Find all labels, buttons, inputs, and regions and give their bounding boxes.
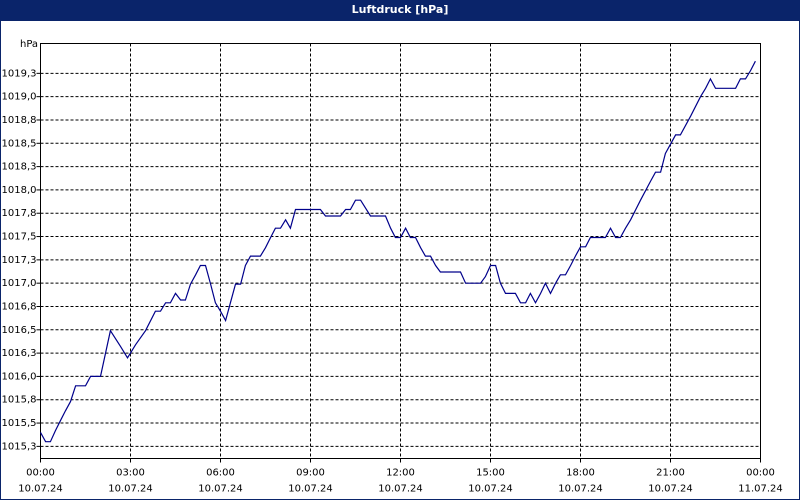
x-tick-label: 03:00 [116, 468, 145, 479]
x-tick-date: 11.07.24 [738, 484, 783, 495]
y-tick-label: 1016,8 [2, 301, 37, 312]
y-tick-label: 1018,3 [2, 162, 37, 173]
x-tick-date: 10.07.24 [198, 484, 243, 495]
x-tick-date: 10.07.24 [558, 484, 603, 495]
x-tick-date: 10.07.24 [468, 484, 513, 495]
y-tick-label: 1019,0 [2, 92, 37, 103]
x-tick-label: 12:00 [386, 468, 415, 479]
y-tick-label: 1015,3 [2, 441, 37, 452]
x-tick-label: 09:00 [296, 468, 325, 479]
y-tick-label: 1016,5 [2, 325, 37, 336]
chart-title: Luftdruck [hPa] [352, 3, 449, 16]
x-tick-label: 00:00 [746, 468, 775, 479]
x-tick-date: 10.07.24 [648, 484, 693, 495]
title-bar [0, 0, 800, 20]
y-tick-label: 1019,3 [2, 68, 37, 79]
x-tick-date: 10.07.24 [378, 484, 423, 495]
y-tick-label: 1018,5 [2, 138, 37, 149]
x-tick-date: 10.07.24 [288, 484, 333, 495]
y-tick-label: 1017,5 [2, 232, 37, 243]
y-tick-label: 1018,8 [2, 115, 37, 126]
y-tick-label: 1015,5 [2, 418, 37, 429]
y-tick-label: 1017,0 [2, 278, 37, 289]
y-tick-label: 1016,3 [2, 348, 37, 359]
y-tick-label: 1017,3 [2, 255, 37, 266]
y-tick-label: 1015,8 [2, 395, 37, 406]
x-tick-label: 15:00 [476, 468, 505, 479]
y-tick-label: 1018,0 [2, 185, 37, 196]
x-tick-label: 00:00 [26, 468, 55, 479]
x-tick-label: 18:00 [566, 468, 595, 479]
x-tick-label: 06:00 [206, 468, 235, 479]
y-tick-label: 1017,8 [2, 208, 37, 219]
x-tick-label: 21:00 [656, 468, 685, 479]
x-tick-date: 10.07.24 [108, 484, 153, 495]
y-axis-label: hPa [20, 39, 38, 50]
y-tick-label: 1016,0 [2, 371, 37, 382]
x-tick-date: 10.07.24 [18, 484, 63, 495]
line-series [39, 60, 756, 443]
